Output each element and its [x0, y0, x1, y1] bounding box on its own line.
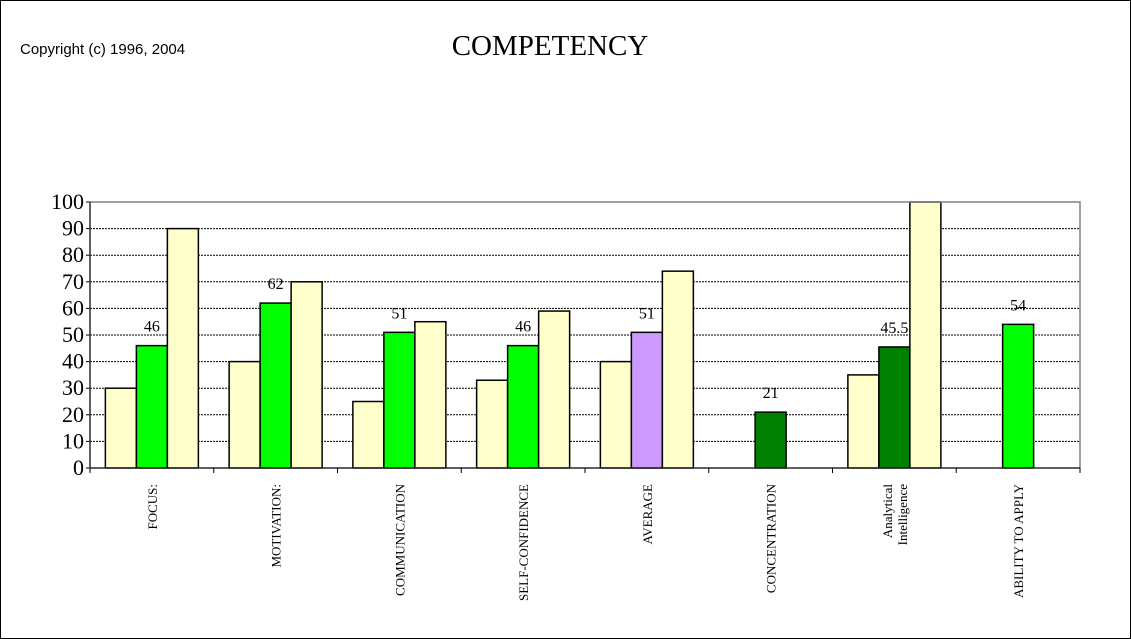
bar — [754, 411, 787, 469]
y-tick-label: 90 — [62, 216, 84, 241]
category-label: ABILITY TO APPLY — [1011, 483, 1026, 598]
category-label: Intelligence — [895, 484, 910, 546]
y-tick-label: 60 — [62, 295, 84, 320]
copyright-text: Copyright (c) 1996, 2004 — [20, 41, 186, 58]
bar-value-label: 51 — [391, 305, 407, 322]
category-label: SELF-CONFIDENCE — [516, 484, 531, 601]
bar — [228, 360, 261, 469]
bar-value-label: 62 — [268, 276, 284, 293]
y-tick-label: 100 — [51, 189, 84, 214]
y-tick-label: 50 — [62, 322, 84, 347]
bar-value-label: 21 — [763, 385, 779, 402]
bar-value-label: 45.5 — [880, 320, 908, 337]
category-label: MOTIVATION: — [269, 484, 284, 568]
bar — [475, 379, 509, 469]
bar — [599, 360, 633, 469]
bar — [352, 400, 385, 469]
category-label: CONCENTRATION — [764, 483, 779, 593]
bar-value-label: 51 — [639, 305, 655, 322]
bar — [847, 374, 880, 469]
bar — [878, 346, 911, 469]
bar — [661, 270, 695, 469]
bar — [630, 331, 664, 469]
bar — [290, 281, 323, 469]
bar-value-label: 46 — [515, 319, 531, 336]
y-tick-label: 0 — [73, 455, 84, 480]
chart-title: COMPETENCY — [451, 30, 649, 62]
bar — [414, 320, 447, 469]
category-label: Analytical — [880, 484, 895, 539]
y-tick-label: 70 — [62, 269, 84, 294]
y-tick-label: 20 — [62, 402, 84, 427]
bar — [537, 310, 571, 469]
y-tick-label: 10 — [62, 428, 84, 453]
bar — [909, 201, 942, 469]
bar — [383, 331, 416, 469]
labels: 46 FOCUS: 62 MOTIVATION: 51 COMMUNICATION 46 SE… — [144, 276, 1026, 601]
category-label: COMMUNICATION — [392, 483, 407, 596]
bar — [506, 344, 540, 469]
bars — [104, 201, 1035, 469]
y-tick-label: 30 — [62, 375, 84, 400]
category-label: FOCUS: — [145, 484, 160, 530]
bar-value-label: 54 — [1010, 297, 1026, 314]
bar — [135, 344, 169, 469]
bar-value-label: 46 — [144, 319, 160, 336]
y-tick-label: 80 — [62, 242, 84, 267]
bar — [104, 387, 138, 469]
y-tick-label: 40 — [62, 349, 84, 374]
bar — [259, 302, 292, 469]
category-label: AVERAGE — [640, 484, 655, 544]
bar — [1001, 323, 1035, 469]
bar — [166, 227, 200, 469]
